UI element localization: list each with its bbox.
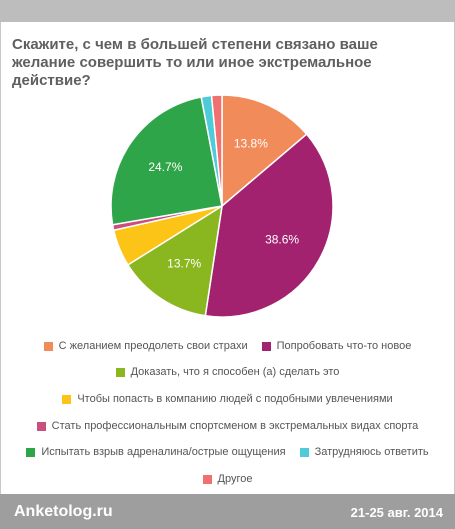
- pie-slice-7: [210, 94, 223, 207]
- slice-data-label-1: 38.6%: [265, 233, 299, 247]
- slice-data-label-5: 24.7%: [148, 160, 182, 174]
- slice-data-label-2: 13.7%: [167, 257, 201, 271]
- chart-title: Скажите, с чем в большей степени связано…: [12, 36, 378, 89]
- pie-slice-2: [126, 204, 223, 317]
- slice-data-label-0: 13.8%: [234, 137, 268, 151]
- top-bar: [0, 0, 455, 22]
- date-label: 21-25 авг. 2014: [350, 505, 443, 520]
- footer: Anketolog.ru 21-25 авг. 2014: [0, 494, 455, 529]
- brand-label: Anketolog.ru: [14, 503, 113, 520]
- pie-slice-0: [221, 94, 308, 208]
- pie-slice-5: [110, 96, 223, 226]
- pie-slice-1: [204, 133, 334, 318]
